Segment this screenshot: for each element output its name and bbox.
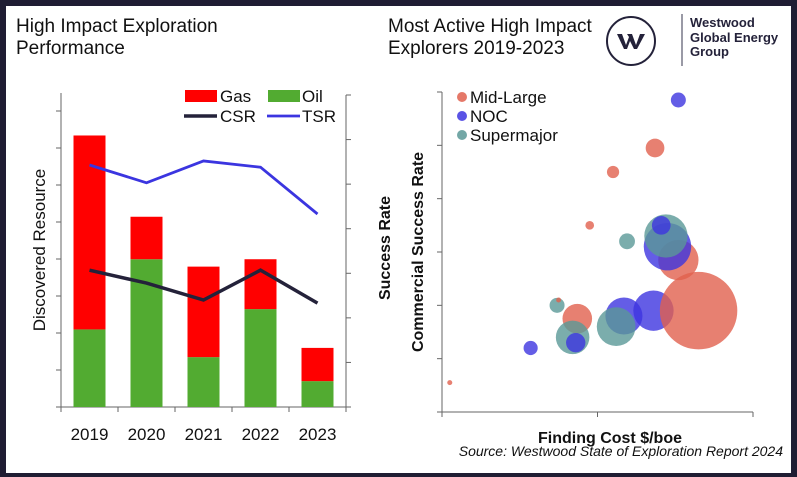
bar-gas-2019: [73, 135, 106, 330]
legend-label-noc: NOC: [470, 107, 508, 126]
x-tick-label: 2021: [185, 425, 223, 444]
bubble-supermajor-2: [549, 297, 565, 313]
legend-dot-mid-large: [457, 92, 467, 102]
logo-divider: [681, 14, 683, 66]
logo-line-1: Westwood: [690, 15, 755, 30]
bubble-noc-6: [566, 332, 586, 353]
legend-label-csr: CSR: [220, 107, 256, 126]
westwood-logo-text: Westwood Global Energy Group: [690, 15, 779, 60]
legend-label-tsr: TSR: [302, 107, 336, 126]
legend-swatch-oil: [268, 90, 300, 102]
bubble-noc-14: [651, 215, 671, 235]
w-logo-icon: [617, 34, 645, 49]
y-axis-label: Discovered Resource: [30, 169, 49, 332]
bar-oil-2023: [301, 381, 334, 407]
bubble-mid-large-10: [659, 271, 738, 350]
westwood-logo-mark: [606, 16, 656, 66]
left-chart-title: High Impact Exploration Performance: [16, 16, 218, 59]
bar-gas-2020: [130, 216, 163, 260]
source-note: Source: Westwood State of Exploration Re…: [458, 443, 783, 459]
x-tick-label: 2023: [299, 425, 337, 444]
line-tsr: [89, 159, 319, 216]
legend-label-gas: Gas: [220, 87, 251, 106]
y-axis-label: Commercial Success Rate: [410, 152, 427, 352]
bubble-mid-large-16: [585, 221, 595, 230]
bubble-mid-large-18: [645, 138, 665, 158]
x-axis-label: Finding Cost $/boe: [538, 430, 682, 447]
x-tick-label: 2019: [71, 425, 109, 444]
bubble-mid-large-3: [556, 297, 562, 303]
legend-dot-supermajor: [457, 130, 467, 140]
bar-oil-2019: [73, 329, 106, 407]
bubble-mid-large-0: [447, 380, 453, 386]
legend-label-mid-large: Mid-Large: [470, 88, 547, 107]
x-tick-label: 2020: [128, 425, 166, 444]
logo-line-3: Group: [690, 44, 729, 59]
logo-line-2: Global Energy: [690, 29, 779, 45]
legend-swatch-gas: [185, 90, 217, 102]
x-tick-label: 2022: [242, 425, 280, 444]
bubble-supermajor-8: [596, 307, 636, 347]
outer-y-axis-label: Success Rate: [377, 196, 394, 300]
legend-dot-noc: [457, 111, 467, 121]
stacked-bar-line-chart: 2019 2020 2021 2022 2023 Discovered Resource G…: [30, 87, 351, 444]
bar-gas-2022: [244, 259, 277, 310]
bubble-noc-1: [523, 340, 538, 356]
line-csr: [89, 268, 319, 305]
bubble-noc-19: [670, 92, 686, 108]
bar-gas-2021: [187, 266, 220, 358]
legend-label-oil: Oil: [302, 87, 323, 106]
legend-label-supermajor: Supermajor: [470, 126, 558, 145]
bar-oil-2021: [187, 357, 220, 407]
bubble-supermajor-15: [619, 233, 635, 250]
bar-gas-2023: [301, 347, 334, 382]
right-chart-title: Most Active High Impact Explorers 2019-2…: [388, 16, 592, 59]
bubble-mid-large-17: [606, 165, 620, 179]
bar-oil-2022: [244, 309, 277, 407]
